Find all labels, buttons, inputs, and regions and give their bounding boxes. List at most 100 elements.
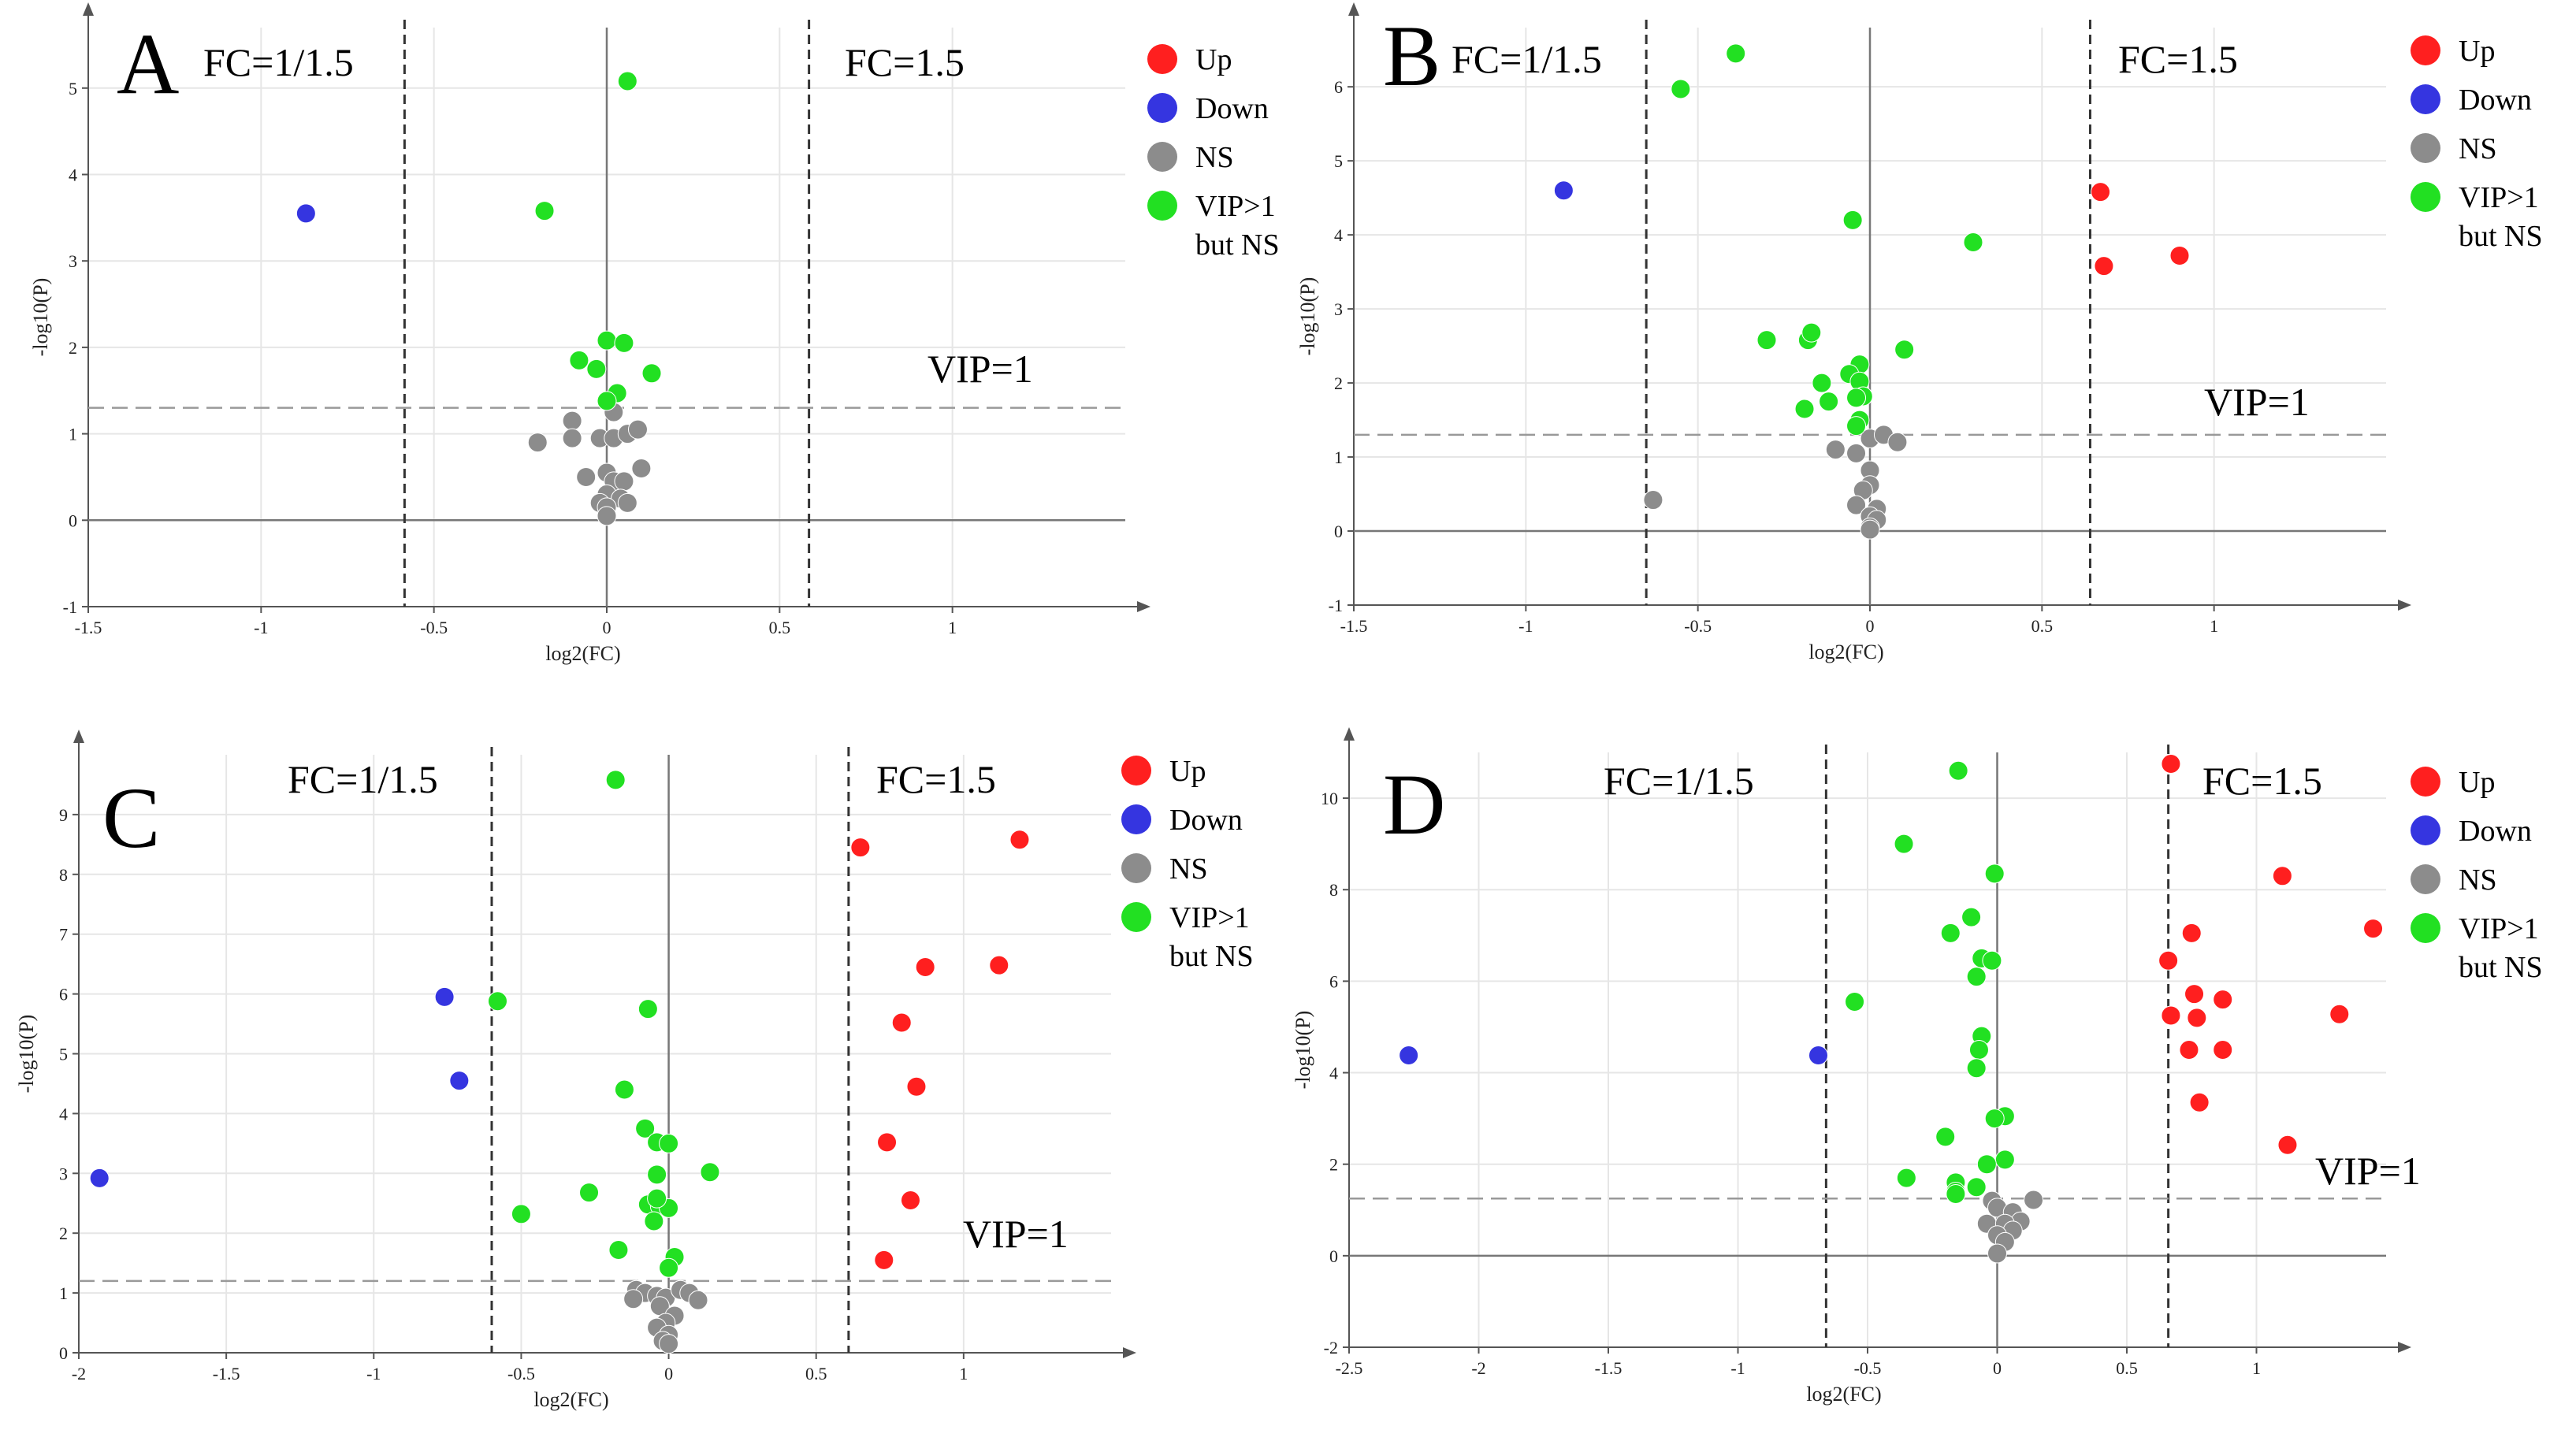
legend-marker-ns	[1147, 142, 1177, 172]
point-vip	[608, 1239, 629, 1260]
point-down	[1553, 180, 1574, 201]
y-axis-arrow	[73, 730, 84, 743]
x-tick-label: 0.5	[2116, 1358, 2138, 1378]
x-tick-label: 0	[603, 618, 611, 637]
point-vip	[597, 391, 617, 411]
fc-low-annotation: FC=1/1.5	[1604, 759, 1754, 803]
x-axis-arrow	[2398, 1342, 2411, 1353]
legend-label: VIP>1	[2459, 912, 2539, 945]
legend-marker-down	[1147, 93, 1177, 123]
y-axis-arrow	[1344, 727, 1355, 741]
legend-label: Down	[1195, 92, 1269, 125]
y-tick-label: 5	[69, 79, 77, 98]
point-ns	[597, 506, 617, 526]
legend-marker-down	[1121, 804, 1151, 834]
point-ns	[688, 1290, 708, 1310]
point-vip	[659, 1257, 679, 1278]
y-tick-label: -2	[1324, 1338, 1338, 1357]
point-down	[449, 1071, 470, 1091]
point-vip	[1894, 834, 1914, 854]
legend-label: NS	[2459, 863, 2497, 897]
x-tick-label: 1	[948, 618, 957, 637]
point-ns	[1987, 1243, 2007, 1264]
point-ns	[631, 458, 652, 478]
legend-marker-up	[2411, 35, 2440, 65]
point-vip	[644, 1211, 664, 1231]
point-ns	[614, 471, 634, 492]
legend: Up Down NS VIP>1 but NS	[1121, 755, 1254, 973]
y-tick-label: 10	[1321, 789, 1338, 808]
legend-marker-ns	[2411, 864, 2440, 894]
point-vip	[647, 1188, 667, 1209]
point-down	[89, 1168, 110, 1188]
legend-label-line2: but NS	[2459, 951, 2543, 984]
fc-low-annotation: FC=1/1.5	[203, 40, 354, 84]
point-down	[434, 986, 455, 1007]
panel-D: -2.5 -2 -1.5 -1 -0.5 0 0.5 1-20246810log2(FC)-l…	[1292, 727, 2543, 1406]
point-vip	[605, 770, 626, 790]
legend-marker-up	[1147, 44, 1177, 74]
x-tick-label: -2	[1471, 1358, 1485, 1378]
y-tick-label: 2	[69, 338, 77, 358]
point-ns	[1825, 440, 1846, 460]
x-tick-label: -1	[366, 1364, 381, 1383]
point-vip	[1984, 1109, 2005, 1129]
y-tick-label: 0	[1334, 522, 1343, 541]
point-up	[2363, 919, 2384, 939]
legend-label: Up	[2459, 35, 2495, 68]
x-tick-label: -1	[1518, 616, 1533, 636]
point-ns	[1846, 495, 1867, 515]
point-vip	[579, 1183, 600, 1203]
point-down	[296, 203, 316, 224]
legend: Up Down NS VIP>1 but NS	[2411, 35, 2543, 253]
legend-label-line2: but NS	[1195, 228, 1280, 262]
vip-annotation: VIP=1	[2315, 1149, 2421, 1193]
legend-label-line2: but NS	[2459, 220, 2543, 253]
x-tick-label: 1	[2210, 616, 2218, 636]
point-vip	[1946, 1183, 1966, 1204]
point-vip	[1846, 388, 1867, 408]
x-axis-arrow	[1137, 601, 1150, 612]
x-tick-label: -0.5	[1854, 1358, 1882, 1378]
y-axis-label: -log10(P)	[1296, 277, 1319, 356]
x-axis-label: log2(FC)	[1808, 641, 1883, 663]
y-tick-label: 4	[1329, 1064, 1338, 1083]
y-tick-label: 9	[59, 805, 68, 825]
panel-C: -2 -1.5 -1 -0.5 0 0.5 1 0 1 2 3 4 5 6 7 8 9 log2(FC) -log1…	[15, 730, 1254, 1411]
point-up	[877, 1132, 898, 1153]
x-tick-label: -1.5	[1340, 616, 1368, 636]
point-vip	[1940, 923, 1961, 943]
legend-marker-vip	[2411, 913, 2440, 943]
point-up	[915, 956, 935, 977]
point-up	[2277, 1135, 2298, 1155]
point-vip	[1812, 373, 1832, 393]
point-vip	[1794, 399, 1815, 419]
point-ns	[1643, 490, 1663, 511]
point-ns	[2024, 1190, 2044, 1210]
y-tick-label: 3	[1334, 299, 1343, 319]
point-up	[2213, 990, 2233, 1010]
x-axis-arrow	[2398, 600, 2411, 611]
y-tick-label: 1	[69, 425, 77, 444]
x-axis-label: log2(FC)	[545, 642, 620, 665]
point-ns	[1846, 443, 1867, 463]
x-tick-label: 0	[1866, 616, 1875, 636]
x-tick-label: 1	[2252, 1358, 2261, 1378]
y-tick-label: 2	[59, 1224, 68, 1243]
legend-marker-up	[1121, 756, 1151, 785]
y-tick-label: 3	[59, 1164, 68, 1183]
legend-marker-up	[2411, 767, 2440, 797]
y-tick-label: 7	[59, 925, 68, 945]
x-axis-label: log2(FC)	[533, 1388, 608, 1411]
y-tick-label: 6	[59, 985, 68, 1005]
point-vip	[1948, 760, 1968, 781]
point-vip	[1894, 340, 1915, 360]
point-vip	[597, 330, 617, 351]
legend-label: Down	[2459, 84, 2532, 117]
y-tick-label: 8	[59, 865, 68, 885]
x-axis-arrow	[1123, 1347, 1136, 1358]
point-up	[2184, 984, 2205, 1005]
y-tick-label: 8	[1329, 880, 1338, 900]
point-up	[2272, 866, 2292, 886]
